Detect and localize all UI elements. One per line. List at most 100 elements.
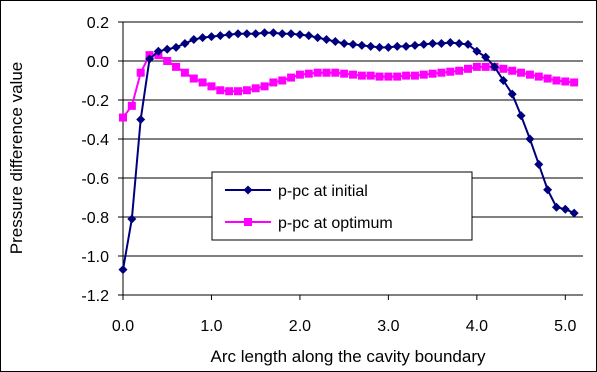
y-tick-label: -1.2 <box>81 288 109 305</box>
y-tick-label: 0.0 <box>87 54 109 71</box>
data-point <box>278 76 287 85</box>
series-layer <box>118 28 579 275</box>
data-point <box>242 29 252 39</box>
series-line <box>122 54 575 119</box>
data-point <box>455 66 464 75</box>
data-point <box>349 70 357 79</box>
data-point <box>233 29 243 39</box>
data-point <box>313 68 322 77</box>
data-point <box>357 71 366 80</box>
tick-labels: 0.20.0-0.2-0.4-0.6-0.8-1.0-1.20.0 1.0 2.0 3… <box>81 15 576 335</box>
data-point <box>472 62 481 71</box>
series-optimum <box>119 51 579 122</box>
series-line <box>122 31 575 270</box>
data-point <box>268 28 278 38</box>
legend-marker-initial <box>243 185 253 195</box>
data-point <box>569 208 579 218</box>
data-point <box>508 66 517 75</box>
data-point <box>402 71 411 80</box>
legend-box <box>211 171 473 241</box>
data-point <box>260 28 270 38</box>
legend-label-initial: p-pc at initial <box>278 183 368 200</box>
data-point <box>287 73 296 82</box>
data-point <box>295 70 304 79</box>
data-point <box>561 77 570 86</box>
data-point <box>428 69 437 78</box>
x-tick-label: 3.0 <box>377 318 399 335</box>
data-point <box>321 35 331 45</box>
data-point <box>384 72 393 81</box>
data-point <box>136 68 145 77</box>
data-point <box>401 41 411 51</box>
data-point <box>322 68 331 77</box>
x-tick-label: 0.0 <box>112 318 134 335</box>
data-point <box>552 76 561 85</box>
y-axis-title: Pressure difference value <box>7 62 26 254</box>
data-point <box>464 64 472 73</box>
data-point <box>251 84 260 93</box>
data-point <box>127 214 137 224</box>
data-point <box>375 72 384 81</box>
data-point <box>180 68 189 77</box>
data-point <box>251 29 261 39</box>
data-point <box>499 64 508 73</box>
data-point <box>366 41 376 51</box>
data-point <box>445 37 455 47</box>
data-point <box>516 111 526 121</box>
data-point <box>392 41 402 51</box>
y-tick-label: -0.8 <box>81 210 109 227</box>
data-point <box>436 38 446 48</box>
data-point <box>490 62 500 72</box>
data-point <box>145 54 155 64</box>
data-point <box>419 39 429 49</box>
x-axis-title: Arc length along the cavity boundary <box>210 347 486 366</box>
data-point <box>286 29 296 39</box>
data-point <box>189 74 198 83</box>
data-point <box>366 71 375 80</box>
series-initial <box>118 28 579 275</box>
data-point <box>525 70 534 79</box>
data-point <box>189 35 199 45</box>
y-tick-label: -0.6 <box>81 171 109 188</box>
data-point <box>118 265 128 275</box>
data-point <box>224 30 234 40</box>
x-tick-label: 5.0 <box>554 318 576 335</box>
data-point <box>375 42 385 52</box>
data-point <box>119 113 127 122</box>
data-point <box>304 31 314 41</box>
legend-marker-optimum <box>244 218 252 226</box>
data-point <box>180 38 190 48</box>
data-point <box>269 78 278 87</box>
data-point <box>207 82 216 91</box>
data-point <box>295 30 305 40</box>
data-point <box>330 37 340 46</box>
data-point <box>260 82 269 91</box>
data-point <box>163 57 172 65</box>
data-point <box>463 39 473 49</box>
data-point <box>153 46 163 56</box>
data-point <box>277 29 287 39</box>
data-point <box>393 72 402 81</box>
y-tick-label: -0.2 <box>81 93 109 110</box>
legend: p-pc at initial p-pc at optimum <box>211 171 473 241</box>
data-point <box>127 101 136 110</box>
data-point <box>331 68 340 77</box>
data-point <box>383 42 393 52</box>
data-point <box>162 44 172 54</box>
data-point <box>551 202 561 212</box>
data-point <box>534 159 544 169</box>
y-tick-label: -0.4 <box>81 132 109 149</box>
data-point <box>410 71 419 80</box>
data-point <box>481 52 491 62</box>
data-point <box>437 68 446 77</box>
x-tick-label: 4.0 <box>466 318 488 335</box>
data-point <box>472 46 482 56</box>
data-point <box>481 62 490 71</box>
legend-entry-optimum: p-pc at optimum <box>225 215 393 232</box>
legend-label-optimum: p-pc at optimum <box>278 215 393 232</box>
legend-entry-initial: p-pc at initial <box>225 183 368 200</box>
data-point <box>570 78 579 87</box>
data-point <box>313 33 323 43</box>
x-tick-label: 1.0 <box>200 318 222 335</box>
